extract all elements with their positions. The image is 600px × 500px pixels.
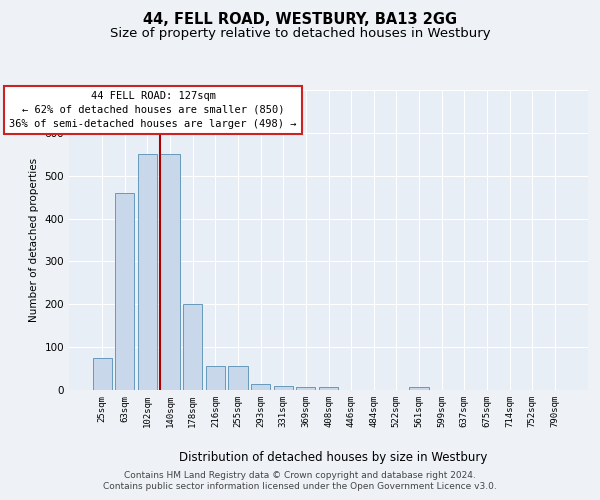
Bar — [319, 387, 338, 390]
Bar — [138, 154, 157, 390]
Text: Distribution of detached houses by size in Westbury: Distribution of detached houses by size … — [179, 451, 487, 464]
Bar — [160, 154, 180, 390]
Bar — [115, 193, 134, 390]
Bar — [274, 386, 293, 390]
Bar — [229, 366, 248, 390]
Text: Contains HM Land Registry data © Crown copyright and database right 2024.: Contains HM Land Registry data © Crown c… — [124, 471, 476, 480]
Bar — [92, 358, 112, 390]
Bar — [183, 304, 202, 390]
Text: Contains public sector information licensed under the Open Government Licence v3: Contains public sector information licen… — [103, 482, 497, 491]
Bar — [251, 384, 270, 390]
Bar — [409, 387, 428, 390]
Bar — [206, 366, 225, 390]
Y-axis label: Number of detached properties: Number of detached properties — [29, 158, 39, 322]
Bar — [296, 387, 316, 390]
Text: Size of property relative to detached houses in Westbury: Size of property relative to detached ho… — [110, 28, 490, 40]
Text: 44, FELL ROAD, WESTBURY, BA13 2GG: 44, FELL ROAD, WESTBURY, BA13 2GG — [143, 12, 457, 28]
Text: 44 FELL ROAD: 127sqm
← 62% of detached houses are smaller (850)
36% of semi-deta: 44 FELL ROAD: 127sqm ← 62% of detached h… — [10, 91, 297, 129]
